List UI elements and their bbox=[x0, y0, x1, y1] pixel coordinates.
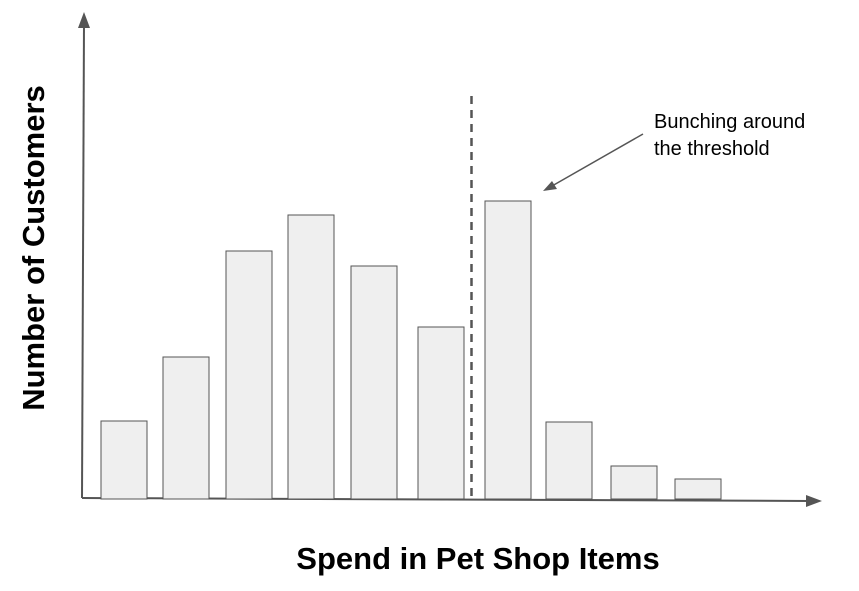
bar-7 bbox=[484, 200, 532, 500]
bar-8 bbox=[545, 421, 593, 500]
x-axis-arrow-icon bbox=[806, 495, 822, 507]
bar-5 bbox=[350, 265, 398, 500]
annotation-line-2: the threshold bbox=[654, 138, 770, 160]
bar-1 bbox=[100, 420, 148, 500]
y-axis-arrow-icon bbox=[78, 12, 90, 28]
bar-6 bbox=[417, 326, 465, 500]
bar-2 bbox=[162, 356, 210, 500]
bars-group bbox=[100, 200, 722, 500]
annotation-arrow-icon bbox=[543, 181, 557, 191]
annotation-pointer bbox=[551, 133, 644, 187]
y-axis bbox=[81, 21, 85, 499]
bar-3 bbox=[225, 250, 273, 500]
bar-4 bbox=[287, 214, 335, 500]
bar-10 bbox=[674, 478, 722, 500]
bar-9 bbox=[610, 465, 658, 500]
x-axis-label: Spend in Pet Shop Items bbox=[296, 541, 659, 576]
annotation-line-1: Bunching around bbox=[654, 111, 805, 133]
y-axis-label: Number of Customers bbox=[16, 85, 51, 411]
